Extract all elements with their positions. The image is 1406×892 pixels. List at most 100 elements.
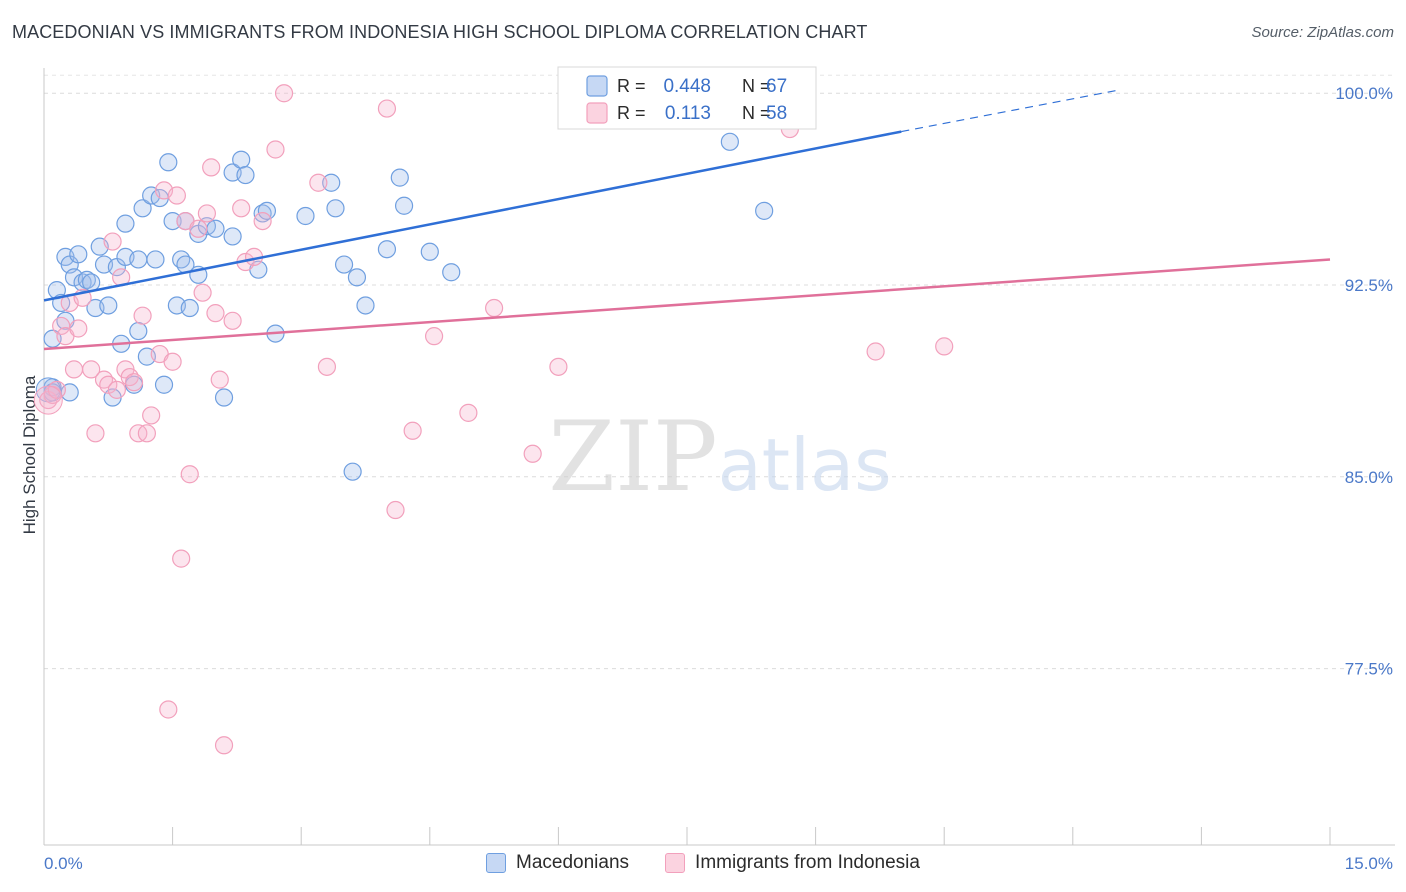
stats-n-value-1: 58	[766, 103, 787, 124]
watermark-atlas: atlas	[718, 423, 892, 507]
stats-n-value-0: 67	[766, 76, 787, 97]
watermark-zip: ZIP	[548, 401, 717, 513]
point-indonesia-52	[485, 298, 504, 318]
point-indonesia-47	[377, 99, 397, 118]
point-indonesia-13	[103, 232, 122, 251]
point-macedonians-58	[390, 168, 409, 187]
point-indonesia-45	[309, 173, 328, 192]
point-macedonians-53	[334, 255, 354, 274]
point-macedonians-54	[343, 462, 362, 481]
point-macedonians-65	[755, 201, 774, 220]
trend-line-macedonians-extension	[901, 90, 1116, 133]
point-indonesia-27	[167, 186, 186, 205]
stats-swatch-0	[586, 75, 608, 97]
stats-r-value-1: 0.113	[665, 103, 711, 124]
legend-swatch-indonesia	[665, 853, 686, 873]
point-macedonians-63	[82, 273, 101, 292]
point-macedonians-44	[232, 150, 251, 169]
point-indonesia-18	[124, 373, 144, 392]
point-indonesia-6	[64, 360, 84, 379]
point-macedonians-15	[99, 296, 118, 315]
point-indonesia-56	[866, 342, 885, 361]
stats-r-label-0: R =	[617, 76, 646, 96]
point-indonesia-34	[202, 158, 221, 177]
point-indonesia-46	[317, 357, 337, 376]
point-indonesia-44	[274, 84, 294, 103]
point-indonesia-9	[82, 360, 101, 379]
stats-n-label-0: N =	[742, 76, 771, 96]
bottom-legend: Macedonians Immigrants from Indonesia	[0, 852, 1406, 874]
stats-n-label-1: N =	[742, 103, 771, 123]
axes	[43, 68, 1395, 846]
point-indonesia-14	[107, 380, 126, 399]
point-macedonians-55	[347, 268, 367, 287]
legend-label-macedonians: Macedonians	[516, 852, 630, 873]
stats-r-value-0: 0.448	[663, 76, 711, 97]
y-tick-label-3: 100.0%	[1335, 84, 1393, 103]
point-indonesia-43	[266, 140, 285, 159]
point-indonesia-51	[459, 403, 478, 422]
legend-item-macedonians[interactable]: Macedonians	[486, 852, 629, 874]
point-macedonians-30	[159, 153, 178, 172]
point-macedonians-27	[146, 250, 165, 269]
legend-item-indonesia[interactable]: Immigrants from Indonesia	[665, 852, 920, 874]
point-macedonians-41	[214, 388, 234, 407]
stats-r-label-1: R =	[617, 103, 646, 123]
point-indonesia-25	[159, 700, 178, 719]
point-indonesia-35	[206, 304, 225, 323]
point-macedonians-24	[133, 199, 152, 218]
trend-lines	[43, 90, 1331, 351]
point-indonesia-12	[99, 375, 118, 394]
point-indonesia-28	[172, 549, 191, 568]
point-indonesia-38	[223, 311, 242, 330]
y-tick-label-2: 92.5%	[1345, 276, 1393, 295]
chart-title: MACEDONIAN VS IMMIGRANTS FROM INDONESIA …	[12, 22, 868, 42]
point-macedonians-61	[442, 263, 461, 282]
point-indonesia-49	[403, 421, 422, 440]
point-macedonians-9	[69, 245, 88, 264]
point-macedonians-56	[356, 296, 375, 315]
x-tick-label-0: 0.0%	[44, 854, 83, 873]
point-macedonians-48	[257, 201, 277, 220]
point-indonesia-21	[137, 424, 156, 443]
point-indonesia-53	[523, 444, 542, 463]
source-label: Source: ZipAtlas.com	[1251, 24, 1394, 41]
point-indonesia-36	[210, 370, 229, 389]
point-indonesia-57	[935, 337, 954, 356]
point-macedonians-40	[206, 219, 225, 238]
series-indonesia-points	[33, 84, 954, 755]
point-indonesia-31	[189, 219, 208, 238]
point-indonesia-cluster	[33, 385, 63, 415]
point-indonesia-7	[69, 319, 88, 338]
point-macedonians-59	[394, 196, 414, 215]
point-indonesia-22	[142, 406, 161, 425]
point-indonesia-42	[253, 211, 272, 231]
point-macedonians-22	[129, 250, 148, 269]
point-macedonians-50	[296, 206, 315, 226]
point-macedonians-31	[163, 211, 182, 231]
point-macedonians-60	[420, 242, 439, 261]
point-macedonians-29	[154, 375, 174, 394]
legend-label-indonesia: Immigrants from Indonesia	[695, 852, 920, 873]
point-macedonians-20	[116, 214, 135, 233]
point-indonesia-54	[549, 357, 568, 376]
point-indonesia-26	[163, 352, 182, 371]
point-indonesia-30	[180, 465, 199, 484]
stats-swatch-1	[586, 102, 608, 124]
point-indonesia-32	[193, 283, 212, 302]
stats-legend: R = 0.448 N =67R = 0.113 N =58	[557, 66, 817, 130]
point-macedonians-51	[322, 173, 341, 192]
point-macedonians-36	[180, 298, 199, 318]
point-macedonians-23	[129, 321, 148, 341]
trend-line-indonesia	[43, 258, 1331, 351]
point-indonesia-39	[232, 199, 251, 218]
point-indonesia-48	[386, 500, 405, 520]
point-indonesia-20	[133, 306, 152, 325]
point-indonesia-37	[214, 736, 234, 755]
legend-swatch-macedonians	[486, 853, 507, 873]
y-tick-label-1: 85.0%	[1345, 468, 1393, 487]
point-macedonians-57	[377, 240, 397, 259]
point-indonesia-33	[197, 204, 216, 223]
trend-line-macedonians	[43, 130, 902, 302]
